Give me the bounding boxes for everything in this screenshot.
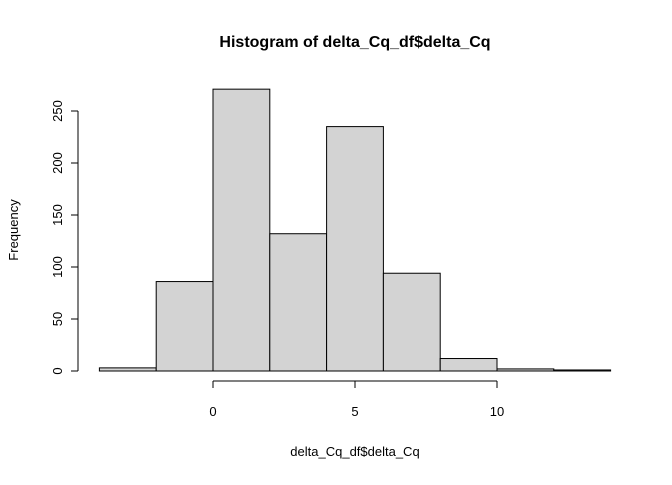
histogram-bar	[382, 272, 441, 372]
y-axis-label: Frequency	[6, 199, 21, 261]
histogram-bar	[496, 368, 555, 372]
x-tick-label: 5	[351, 404, 358, 419]
y-tick-label: 150	[50, 204, 65, 226]
y-tick-label: 0	[50, 367, 65, 374]
histogram-bar	[269, 233, 328, 372]
y-tick-label: 250	[50, 100, 65, 122]
chart-title: Histogram of delta_Cq_df$delta_Cq	[219, 34, 490, 51]
histogram-bar	[98, 367, 157, 372]
y-tick-label: 100	[50, 256, 65, 278]
x-tick-label: 0	[209, 404, 216, 419]
histogram-bar	[439, 358, 498, 372]
histogram-bar	[155, 281, 214, 372]
x-axis: 0 5 10	[209, 380, 504, 419]
x-axis-label: delta_Cq_df$delta_Cq	[290, 444, 419, 459]
y-tick-label: 200	[50, 152, 65, 174]
y-tick-label: 50	[50, 312, 65, 326]
y-axis: 0 50 100 150 200 250	[50, 100, 79, 375]
histogram-bar	[326, 126, 384, 372]
histogram-bar	[553, 369, 612, 372]
histogram-bar	[212, 88, 271, 372]
x-tick-label: 10	[490, 404, 504, 419]
